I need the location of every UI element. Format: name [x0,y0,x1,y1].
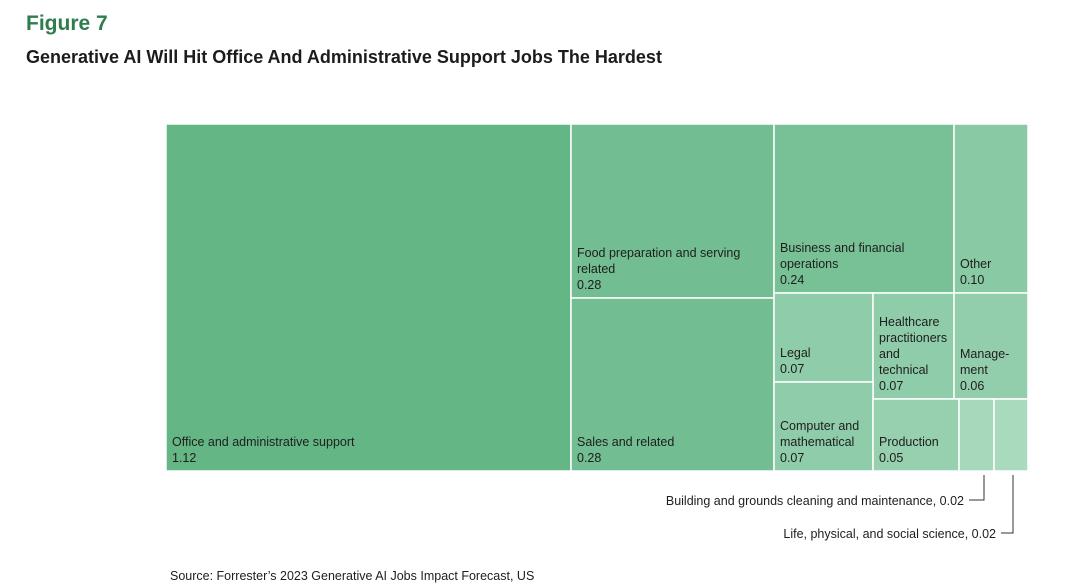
tile-rect-business [773,123,955,294]
tile-value-business: 0.24 [780,273,804,287]
tile-label-business: operations [780,257,838,271]
tile-life [993,398,1029,472]
tile-business: Business and financial operations 0.24 [773,123,955,294]
tile-value-healthcare: 0.07 [879,379,903,393]
figure-label: Figure 7 [26,12,108,35]
tile-rect-healthcare [872,292,955,400]
tile-rect-legal [773,292,874,383]
tile-rect-office [165,123,572,472]
annotation-leader-building [969,475,985,501]
tile-label-food: related [577,262,615,276]
tile-rect-production [872,398,960,472]
tile-management: Manage-ment 0.06 [953,292,1029,400]
tile-value-food: 0.28 [577,278,601,292]
chart-title: Generative AI Will Hit Office And Admini… [26,47,662,67]
tile-legal: Legal 0.07 [773,292,874,383]
tile-value-production: 0.05 [879,451,903,465]
tile-other: Other 0.10 [953,123,1029,294]
tile-label-sales: Sales and related [577,435,674,449]
tile-label-business: Business and financial [780,241,904,255]
annotation-text-building: Building and grounds cleaning and mainte… [666,494,964,508]
tile-label-healthcare: Healthcare [879,315,939,329]
tile-rect-computer [773,381,874,472]
tile-value-other: 0.10 [960,273,984,287]
tile-label-legal: Legal [780,346,811,360]
tile-label-food: Food preparation and serving [577,246,740,260]
tile-food: Food preparation and serving related 0.28 [570,123,775,299]
tile-label-production: Production [879,435,939,449]
annotation-building: Building and grounds cleaning and mainte… [666,475,985,508]
tile-value-computer: 0.07 [780,451,804,465]
tile-sales: Sales and related 0.28 [570,297,775,472]
tile-building [958,398,995,472]
tile-rect-building [958,398,995,472]
tile-healthcare: Healthcare practitioners and technical 0.07 [872,292,955,400]
tile-rect-other [953,123,1029,294]
tile-value-sales: 0.28 [577,451,601,465]
tile-label-management: ment [960,363,988,377]
source-note: Source: Forrester’s 2023 Generative AI J… [170,569,535,583]
annotation-leader-life [1001,475,1014,534]
tile-office: Office and administrative support 1.12 [165,123,572,472]
tile-label-healthcare: technical [879,363,928,377]
tile-rect-life [993,398,1029,472]
tile-label-computer: Computer and [780,419,859,433]
tile-label-management: Manage- [960,347,1009,361]
tile-value-legal: 0.07 [780,362,804,376]
tile-label-office: Office and administrative support [172,435,355,449]
tile-label-other: Other [960,257,991,271]
tile-label-computer: mathematical [780,435,854,449]
tile-label-healthcare: practitioners [879,331,947,345]
tile-value-office: 1.12 [172,451,196,465]
tile-production: Production 0.05 [872,398,960,472]
tile-label-healthcare: and [879,347,900,361]
tile-rect-food [570,123,775,299]
annotation-life: Life, physical, and social science, 0.02 [783,475,1014,541]
annotation-text-life: Life, physical, and social science, 0.02 [783,527,996,541]
tile-value-management: 0.06 [960,379,984,393]
tile-computer: Computer and mathematical 0.07 [773,381,874,472]
